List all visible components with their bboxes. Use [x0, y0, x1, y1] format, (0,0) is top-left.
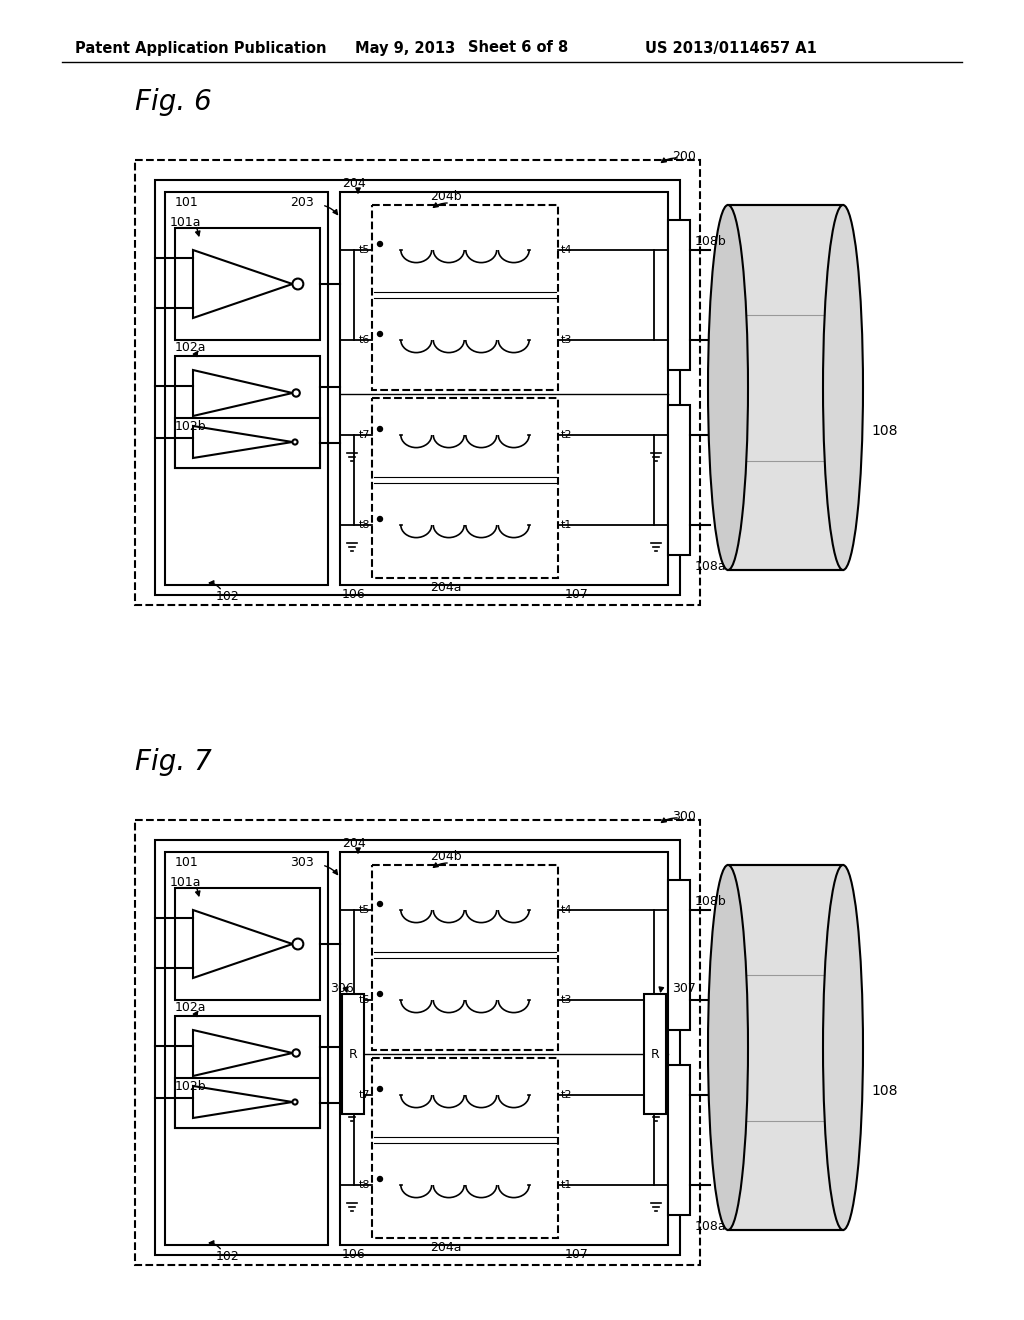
Text: Fig. 6: Fig. 6	[135, 88, 212, 116]
Circle shape	[378, 516, 383, 521]
Text: Patent Application Publication: Patent Application Publication	[75, 41, 327, 55]
Text: 102b: 102b	[175, 1080, 207, 1093]
Text: 204b: 204b	[430, 850, 462, 863]
Circle shape	[378, 242, 383, 247]
Ellipse shape	[823, 205, 863, 570]
Text: 204b: 204b	[430, 190, 462, 203]
Bar	[668, 1065, 690, 1214]
Text: 307: 307	[672, 982, 696, 995]
Text: 204a: 204a	[430, 581, 462, 594]
Text: 101a: 101a	[170, 216, 202, 228]
Bar	[155, 840, 680, 1255]
Bar	[340, 191, 668, 585]
Bar	[135, 820, 700, 1265]
Bar	[668, 880, 690, 1030]
Bar	[372, 865, 558, 1049]
Ellipse shape	[708, 205, 748, 570]
Text: 102a: 102a	[175, 341, 207, 354]
Text: 108a: 108a	[695, 1220, 727, 1233]
Text: t3: t3	[561, 335, 572, 345]
Text: 101: 101	[175, 855, 199, 869]
Bar	[135, 160, 700, 605]
Text: 204: 204	[342, 177, 366, 190]
Bar	[728, 205, 843, 570]
Text: t5: t5	[358, 246, 370, 255]
Text: 102a: 102a	[175, 1001, 207, 1014]
Bar	[342, 994, 364, 1114]
Bar	[372, 205, 558, 389]
Bar	[175, 228, 319, 341]
Text: t1: t1	[561, 1180, 572, 1191]
Text: Sheet 6 of 8: Sheet 6 of 8	[468, 41, 568, 55]
Text: 107: 107	[565, 587, 589, 601]
Circle shape	[378, 991, 383, 997]
Text: t7: t7	[358, 430, 370, 440]
Text: 106: 106	[342, 587, 366, 601]
Ellipse shape	[708, 865, 748, 1230]
Text: t8: t8	[358, 520, 370, 531]
Text: t6: t6	[358, 995, 370, 1005]
Bar	[165, 191, 328, 585]
Text: 107: 107	[565, 1247, 589, 1261]
Bar	[165, 851, 328, 1245]
Text: 102: 102	[216, 1250, 240, 1263]
Bar	[175, 356, 319, 469]
Text: 108a: 108a	[695, 560, 727, 573]
Text: Fig. 7: Fig. 7	[135, 748, 212, 776]
Text: 106: 106	[342, 1247, 366, 1261]
Text: 108: 108	[871, 1084, 897, 1098]
Text: 200: 200	[672, 150, 696, 162]
Text: 101a: 101a	[170, 876, 202, 888]
Circle shape	[378, 1086, 383, 1092]
Text: t5: t5	[358, 906, 370, 915]
Text: t4: t4	[561, 906, 572, 915]
Text: t2: t2	[561, 430, 572, 440]
Bar	[175, 1078, 319, 1129]
Text: 203: 203	[290, 195, 313, 209]
Circle shape	[378, 902, 383, 907]
Text: 108b: 108b	[695, 235, 727, 248]
Text: 108b: 108b	[695, 895, 727, 908]
Text: t4: t4	[561, 246, 572, 255]
Circle shape	[378, 1176, 383, 1181]
Text: May 9, 2013: May 9, 2013	[355, 41, 456, 55]
Text: 306: 306	[330, 982, 353, 995]
Ellipse shape	[823, 865, 863, 1230]
Text: t2: t2	[561, 1090, 572, 1100]
Text: 303: 303	[290, 855, 313, 869]
Text: t8: t8	[358, 1180, 370, 1191]
Text: t1: t1	[561, 520, 572, 531]
Bar	[372, 1059, 558, 1238]
Text: 204a: 204a	[430, 1241, 462, 1254]
Text: R: R	[650, 1048, 659, 1060]
Bar	[644, 994, 666, 1114]
Bar	[175, 1016, 319, 1129]
Bar	[175, 888, 319, 1001]
Bar	[668, 220, 690, 370]
Bar	[175, 418, 319, 469]
Bar	[728, 865, 843, 1230]
Circle shape	[378, 426, 383, 432]
Text: 108: 108	[871, 424, 897, 438]
Text: 102b: 102b	[175, 420, 207, 433]
Bar	[668, 405, 690, 554]
Text: R: R	[348, 1048, 357, 1060]
Text: t7: t7	[358, 1090, 370, 1100]
Text: t3: t3	[561, 995, 572, 1005]
Bar	[372, 399, 558, 578]
Text: US 2013/0114657 A1: US 2013/0114657 A1	[645, 41, 817, 55]
Circle shape	[378, 331, 383, 337]
Bar	[340, 851, 668, 1245]
Text: 102: 102	[216, 590, 240, 603]
Text: 101: 101	[175, 195, 199, 209]
Text: 204: 204	[342, 837, 366, 850]
Text: 300: 300	[672, 810, 696, 822]
Bar	[155, 180, 680, 595]
Text: t6: t6	[358, 335, 370, 345]
